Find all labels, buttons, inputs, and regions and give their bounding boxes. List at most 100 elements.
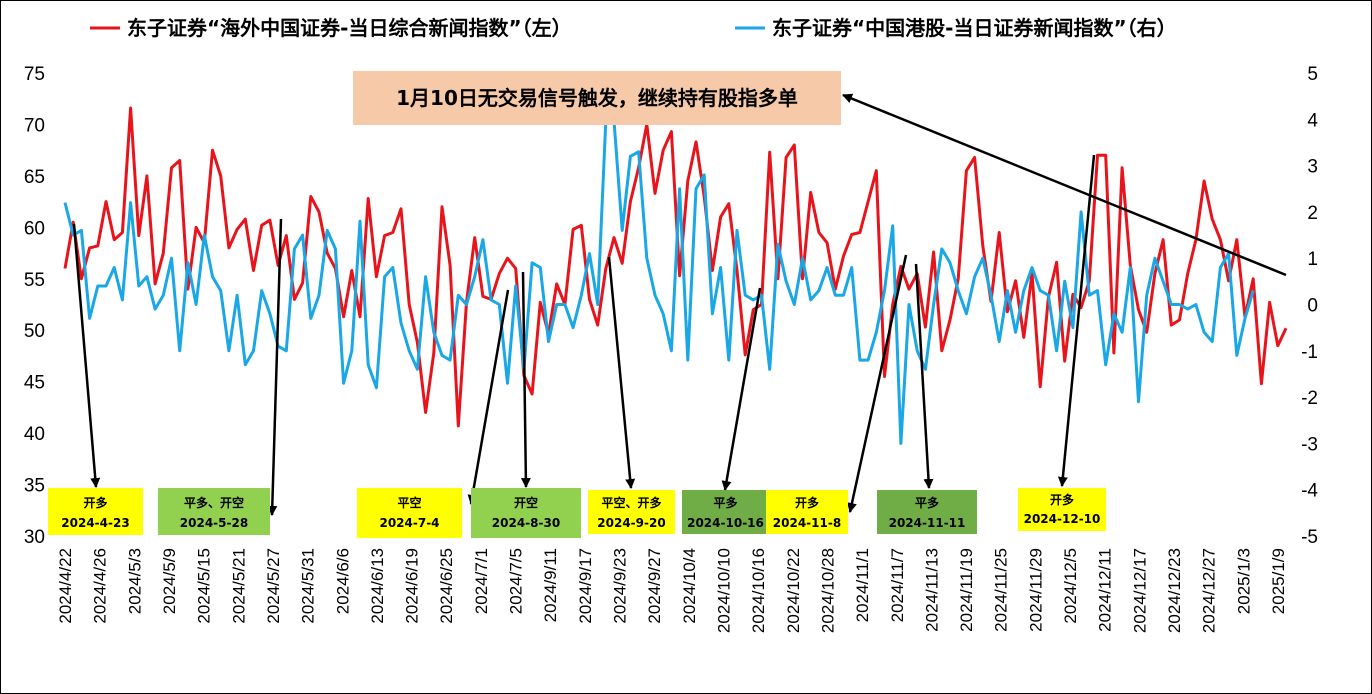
x-tick-label: 2024/6/19: [403, 548, 422, 624]
annotation-action: 平多、开空: [184, 495, 244, 510]
y-left-tick-label: 35: [24, 476, 45, 497]
legend-label-red: 东子证券“海外中国证券-当日综合新闻指数”（左）: [127, 16, 572, 40]
legend-label-blue: 东子证券“中国港股-当日证券新闻指数”（右）: [772, 16, 1177, 40]
series-layer: [63, 106, 1288, 445]
x-tick-label: 2024/12/11: [1096, 548, 1115, 632]
x-tick-label: 2024/11/1: [853, 548, 872, 622]
y-axis-left: 30 35 40 45 50 55 60 65 70 75: [24, 64, 45, 548]
y-right-tick-label: -2: [1301, 388, 1318, 409]
annotation-action: 开空: [514, 495, 538, 510]
annotation-box-bg: [1018, 488, 1106, 531]
x-tick-label: 2024/6/25: [437, 548, 456, 624]
y-right-tick-label: -4: [1301, 481, 1318, 502]
annotation-box-bg: [471, 488, 581, 538]
annotation-box-bg: [158, 488, 270, 535]
x-tick-label: 2024/12/5: [1061, 548, 1080, 624]
y-left-tick-label: 30: [24, 527, 45, 548]
annotation-box: 平多 2024-10-16: [682, 490, 769, 534]
annotation-arrow: [72, 223, 101, 488]
y-left-tick-label: 70: [24, 115, 45, 136]
x-tick-label: 2024/7/5: [507, 548, 526, 614]
annotation-box-bg: [766, 490, 848, 534]
annotation-date: 2024-10-16: [687, 516, 764, 530]
annotation-box-bg: [877, 490, 977, 534]
annotation-date: 2024-8-30: [492, 516, 560, 530]
annotation-box-bg: [682, 490, 769, 534]
x-tick-label: 2025/1/9: [1269, 548, 1288, 614]
y-right-tick-label: -1: [1301, 342, 1318, 363]
x-tick-label: 2024/11/13: [922, 548, 941, 632]
annotation-date: 2024-4-23: [61, 516, 129, 530]
x-tick-label: 2024/4/26: [91, 548, 110, 624]
y-right-tick-label: 5: [1307, 64, 1318, 85]
annotation-arrow: [607, 256, 636, 489]
y-right-tick-label: 4: [1307, 110, 1318, 131]
y-left-tick-label: 60: [24, 218, 45, 239]
y-left-tick-label: 50: [24, 321, 45, 342]
x-tick-label: 2024/12/27: [1200, 548, 1219, 633]
annotation-box: 平多 2024-11-11: [877, 490, 977, 534]
x-tick-label: 2024/9/17: [576, 548, 595, 624]
x-tick-label: 2024/7/1: [472, 548, 491, 614]
y-right-tick-label: 3: [1307, 157, 1318, 178]
y-right-tick-label: 1: [1307, 249, 1318, 270]
annotation-action: 平多: [713, 495, 737, 510]
x-tick-label: 2024/12/23: [1165, 548, 1184, 633]
x-tick-label: 2024/11/19: [957, 548, 976, 632]
annotation-action: 开多: [83, 495, 107, 510]
x-tick-label: 2024/10/16: [749, 548, 768, 633]
series-line-blue: [63, 119, 1255, 445]
y-axis-right: -5 -4 -3 -2 -1 0 1 2 3 4 5: [1301, 64, 1318, 548]
y-right-tick-label: -3: [1301, 434, 1318, 455]
x-tick-label: 2024/5/3: [125, 548, 144, 614]
annotation-box: 开多 2024-4-23: [48, 488, 143, 535]
annotations: 开多 2024-4-23 平多、开空 2024-5-28 平空 2024-7-4…: [48, 488, 1106, 538]
callout: 1月10日无交易信号触发，继续持有股指多单: [353, 71, 841, 125]
y-right-tick-label: -5: [1301, 527, 1318, 548]
annotation-action: 开多: [795, 495, 819, 510]
y-left-tick-label: 65: [24, 167, 45, 188]
annotation-arrow: [467, 289, 510, 505]
x-tick-label: 2024/4/22: [56, 548, 75, 624]
x-tick-label: 2024/10/4: [680, 548, 699, 624]
annotation-arrow: [847, 254, 908, 513]
annotation-box-bg: [357, 488, 462, 538]
annotation-date: 2024-12-10: [1024, 512, 1101, 526]
annotation-date: 2024-11-8: [773, 516, 841, 530]
x-tick-label: 2024/12/17: [1130, 548, 1149, 633]
annotation-action: 平空、开多: [601, 495, 661, 510]
annotation-action: 开多: [1050, 492, 1074, 507]
annotation-box: 开多 2024-11-8: [766, 490, 848, 534]
y-left-tick-label: 55: [24, 270, 45, 291]
annotation-action: 平空: [397, 495, 421, 510]
y-left-tick-label: 45: [24, 373, 45, 394]
x-tick-label: 2024/11/25: [992, 548, 1011, 632]
x-tick-label: 2024/5/31: [299, 548, 318, 624]
annotation-box: 平空、开多 2024-9-20: [588, 490, 675, 534]
annotation-box-bg: [588, 490, 675, 534]
annotation-arrow: [842, 93, 1287, 277]
callout-box: [353, 71, 841, 125]
annotation-date: 2024-9-20: [597, 516, 665, 530]
y-left-tick-label: 75: [24, 64, 45, 85]
annotation-action: 平多: [915, 495, 939, 510]
annotation-arrow: [1057, 154, 1096, 487]
x-tick-label: 2025/1/3: [1234, 548, 1253, 614]
legend: 东子证券“海外中国证券-当日综合新闻指数”（左） 东子证券“中国港股-当日证券新…: [90, 16, 1177, 40]
annotation-arrow: [520, 271, 531, 488]
annotation-arrow: [721, 287, 762, 491]
x-tick-label: 2024/5/15: [195, 548, 214, 624]
x-tick-label: 2024/6/6: [333, 548, 352, 614]
x-tick-label: 2024/9/11: [541, 548, 560, 622]
y-left-tick-label: 40: [24, 424, 45, 445]
annotation-arrow: [267, 218, 283, 516]
annotation-box: 平空 2024-7-4: [357, 488, 462, 538]
x-tick-label: 2024/5/9: [160, 548, 179, 614]
x-tick-label: 2024/9/27: [645, 548, 664, 624]
annotation-arrows: [72, 93, 1287, 516]
x-tick-label: 2024/9/23: [611, 548, 630, 624]
annotation-date: 2024-11-11: [889, 516, 966, 530]
annotation-arrow: [914, 263, 934, 489]
x-tick-label: 2024/5/27: [264, 548, 283, 624]
